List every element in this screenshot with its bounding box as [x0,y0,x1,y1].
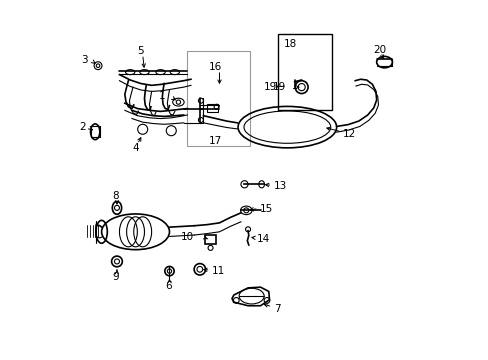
Bar [206,104,217,112]
Text: 19: 19 [272,82,285,92]
Text: 19←: 19← [263,82,285,92]
Text: 11: 11 [211,266,224,276]
Text: 17: 17 [208,136,222,147]
Bar [278,33,331,111]
Text: 2: 2 [79,122,86,132]
Text: 1: 1 [158,91,165,101]
Text: 3: 3 [81,55,87,64]
Text: 10: 10 [180,232,193,242]
Text: 18: 18 [283,39,296,49]
Bar [187,51,249,146]
Text: 20: 20 [372,45,386,55]
Text: 16: 16 [208,63,222,72]
Text: 15: 15 [259,204,273,214]
Text: 7: 7 [273,303,280,314]
Bar [205,235,216,244]
Text: 9: 9 [112,272,119,282]
Text: 5: 5 [137,46,144,57]
Text: 12: 12 [342,129,355,139]
Text: 8: 8 [112,191,118,201]
Text: 13: 13 [273,181,286,191]
Text: 4: 4 [132,143,139,153]
Text: 6: 6 [165,282,172,292]
Text: 14: 14 [257,234,270,244]
